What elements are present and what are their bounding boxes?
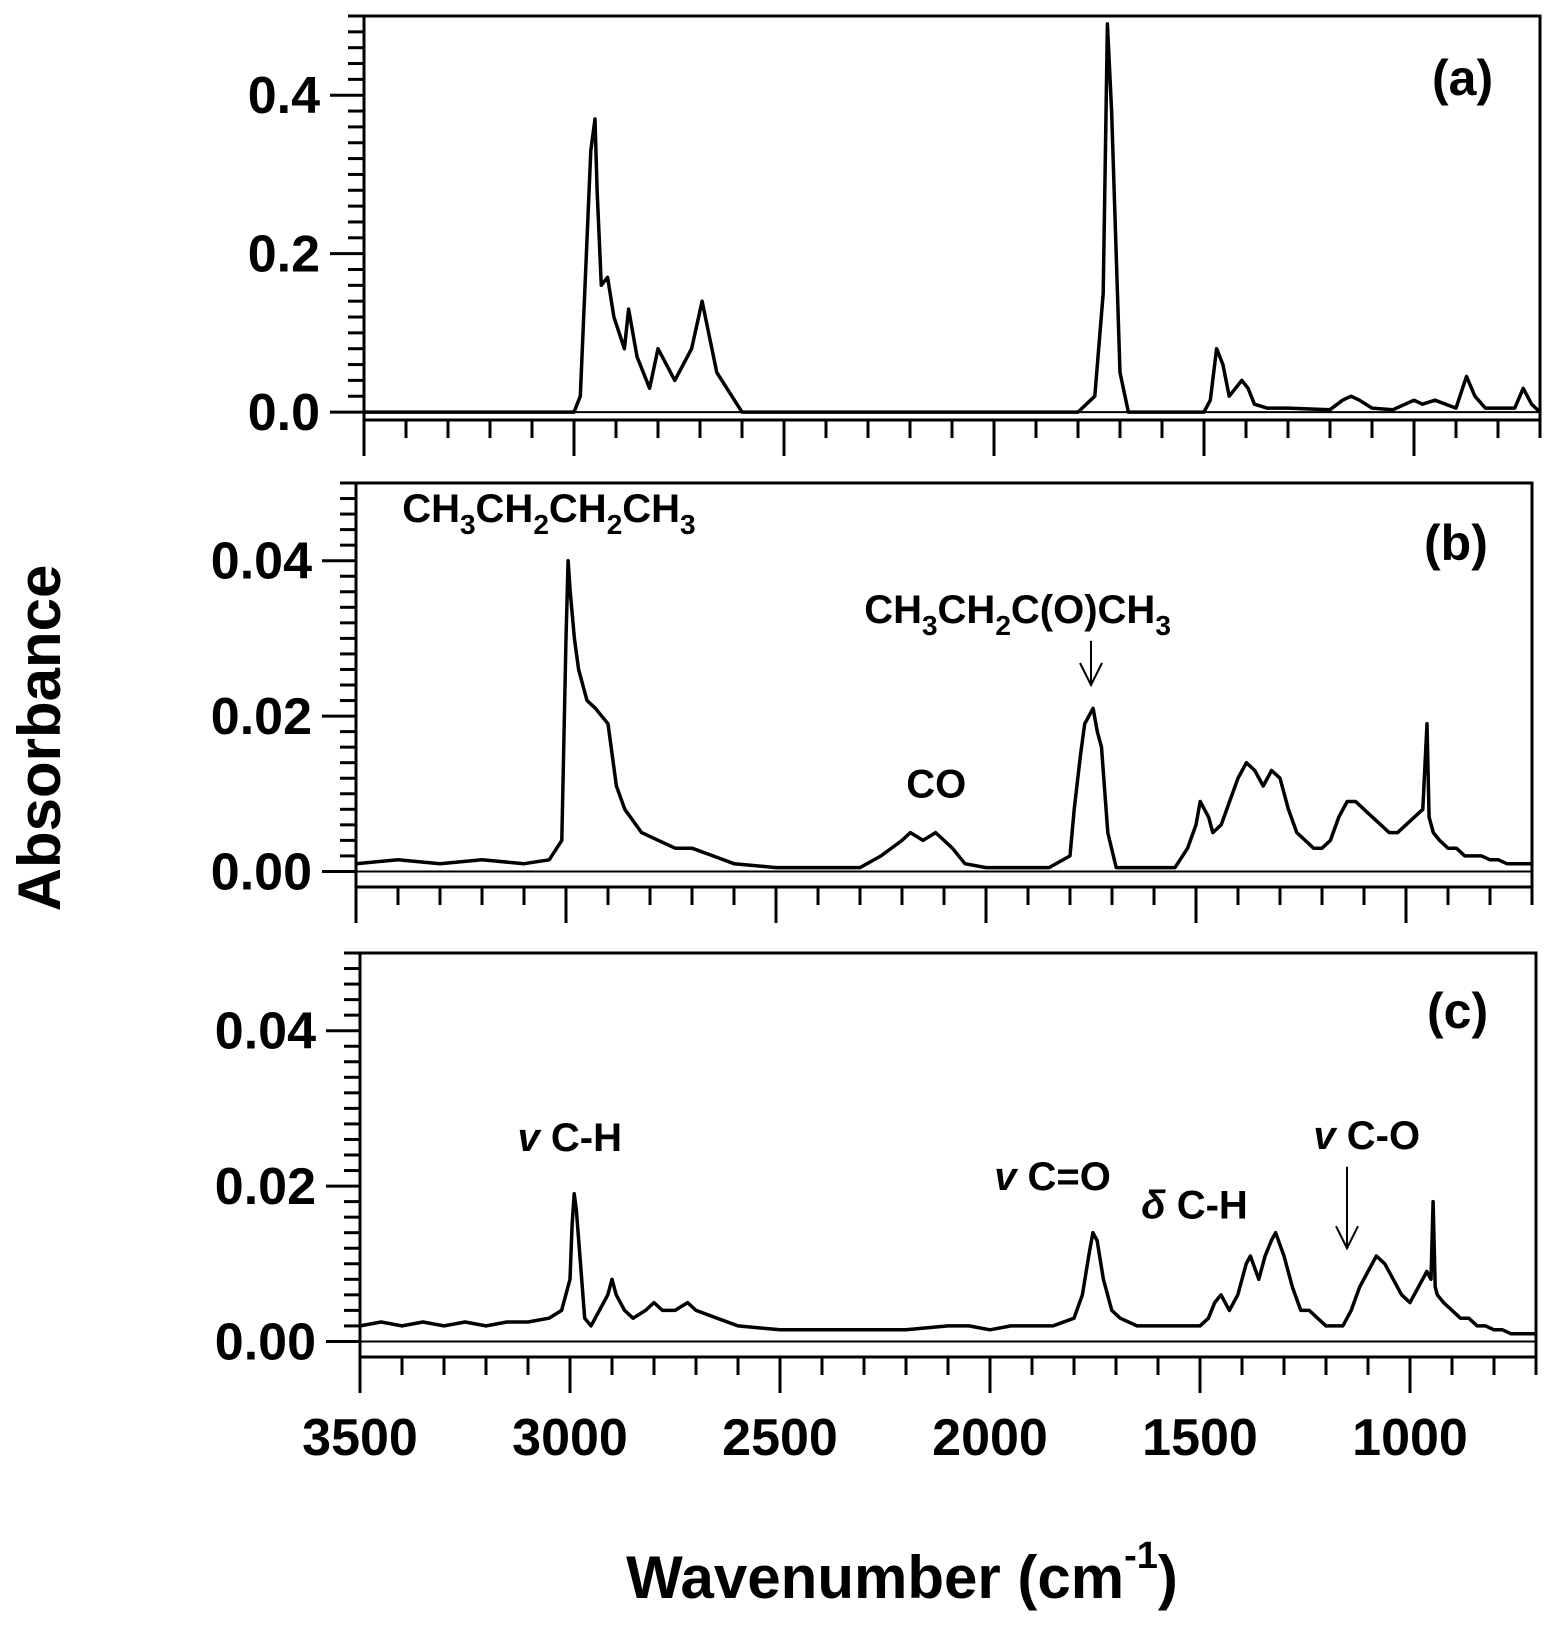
x-tick-label: 3000 xyxy=(512,1409,628,1467)
annotation-text: CH xyxy=(549,487,607,531)
annotation-symbol: δ xyxy=(1141,1184,1177,1228)
annotation-arrow-head xyxy=(1079,662,1103,688)
y-tick-label: 0.04 xyxy=(211,533,312,591)
y-tick-label: 0.00 xyxy=(211,843,312,901)
annotation-text: CO xyxy=(906,763,966,807)
peak-annotation: v C=O xyxy=(994,1155,1111,1199)
annotation-subscript: 3 xyxy=(680,509,696,540)
x-tick-label: 3500 xyxy=(302,1409,418,1467)
x-axis-title-superscript: -1 xyxy=(1124,1535,1158,1577)
x-axis-title: Wavenumber (cm-1) xyxy=(626,1535,1178,1611)
annotation-text: C(O)CH xyxy=(1011,588,1155,632)
panel-frame xyxy=(362,14,1542,422)
peak-annotation: CO xyxy=(906,763,966,807)
annotation-text: C-O xyxy=(1347,1114,1420,1158)
annotation-symbol: v xyxy=(1313,1114,1346,1158)
panel-frame xyxy=(354,481,1534,889)
annotation-text: CH xyxy=(864,588,922,632)
y-tick-label: 0.02 xyxy=(215,1158,316,1216)
y-tick-label: 0.2 xyxy=(248,226,320,284)
panel-1: 0.4 0.2 0.0 (a) xyxy=(248,14,1542,456)
x-tick-label: 2000 xyxy=(932,1409,1048,1467)
annotation-symbol: v xyxy=(994,1155,1027,1199)
peak-annotation: CH3CH2CH2CH3 xyxy=(402,487,695,540)
annotation-symbol: v xyxy=(518,1116,551,1160)
annotation-subscript: 3 xyxy=(922,610,938,641)
annotation-text: CH xyxy=(938,588,996,632)
y-tick-label: 0.02 xyxy=(211,688,312,746)
panel-2: 0.040.020.00(b)CH3CH2CH2CH3CH3CH2C(O)CH3… xyxy=(211,481,1534,923)
spectrum-line xyxy=(364,22,1542,414)
annotation-subscript: 2 xyxy=(533,509,549,540)
panels-group: 0.40.20.0(a)0.040.020.00(b)CH3CH2CH2CH3C… xyxy=(211,14,1542,1467)
x-axis-title-text: Wavenumber (cm xyxy=(626,1544,1124,1611)
annotation-text: CH xyxy=(622,487,680,531)
x-tick-label: 2500 xyxy=(722,1409,838,1467)
peak-annotation: δ C-H xyxy=(1141,1184,1248,1228)
annotation-arrow-head xyxy=(1335,1225,1359,1251)
annotation-text: C=O xyxy=(1028,1155,1111,1199)
y-tick-label: 0.04 xyxy=(215,1003,316,1061)
x-tick-label: 1500 xyxy=(1142,1409,1258,1467)
annotation-subscript: 2 xyxy=(607,509,623,540)
panel-label: (a) xyxy=(1432,50,1493,106)
annotation-subscript: 3 xyxy=(1155,610,1171,641)
annotation-text: CH xyxy=(476,487,534,531)
y-axis-title: Absorbance xyxy=(6,565,73,912)
x-tick-label: 1000 xyxy=(1352,1409,1468,1467)
panel-label: (b) xyxy=(1424,515,1488,571)
y-tick-label: 0.00 xyxy=(215,1313,316,1371)
peak-annotation: CH3CH2C(O)CH3 xyxy=(864,588,1171,641)
annotation-text: C-H xyxy=(1177,1184,1248,1228)
spectrum-line xyxy=(359,1192,1536,1336)
y-tick-label: 0.0 xyxy=(248,384,320,442)
annotation-subscript: 2 xyxy=(995,610,1011,641)
annotation-text: CH xyxy=(402,487,460,531)
peak-annotation: v C-O xyxy=(1313,1114,1420,1158)
panel-label: (c) xyxy=(1427,983,1488,1039)
annotation-subscript: 3 xyxy=(460,509,476,540)
peak-annotation: v C-H xyxy=(518,1116,622,1160)
spectrum-line xyxy=(355,558,1532,870)
annotation-text: C-H xyxy=(551,1116,622,1160)
y-tick-label: 0.4 xyxy=(248,67,320,125)
x-axis-title-close: ) xyxy=(1158,1544,1178,1611)
